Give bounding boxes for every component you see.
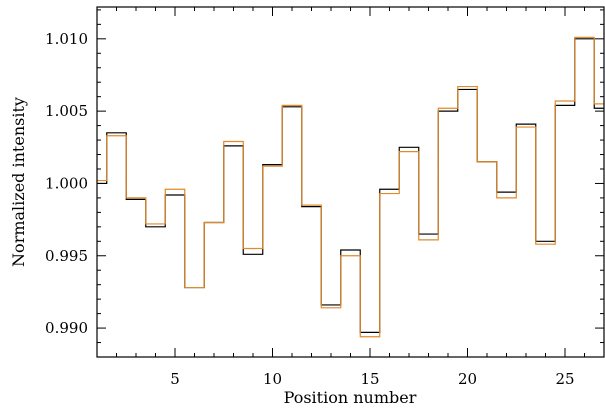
- series-1-line: [97, 38, 604, 334]
- y-tick-label-0: 0.990: [45, 319, 88, 337]
- x-tick-label-15: 15: [360, 370, 379, 388]
- series-layer: [97, 36, 604, 338]
- x-tick-label-20: 20: [458, 370, 477, 388]
- x-tick-label-10: 10: [263, 370, 282, 388]
- y-axis-title: Normalized intensity: [9, 97, 28, 267]
- y-axis-ticks: 0.990 0.995 1.000 1.005 1.010: [45, 9, 604, 358]
- y-tick-label-3: 1.005: [45, 102, 88, 120]
- y-tick-label-2: 1.000: [45, 174, 88, 192]
- y-tick-label-4: 1.010: [45, 30, 88, 48]
- x-tick-label-5: 5: [170, 370, 180, 388]
- series-2-line: [97, 36, 604, 338]
- plot-frame: [96, 6, 605, 358]
- y-tick-label-1: 0.995: [45, 247, 88, 265]
- x-axis-title: Position number: [284, 388, 417, 407]
- x-tick-label-25: 25: [555, 370, 574, 388]
- x-axis-ticks: 5 10 15 20 25: [96, 7, 605, 388]
